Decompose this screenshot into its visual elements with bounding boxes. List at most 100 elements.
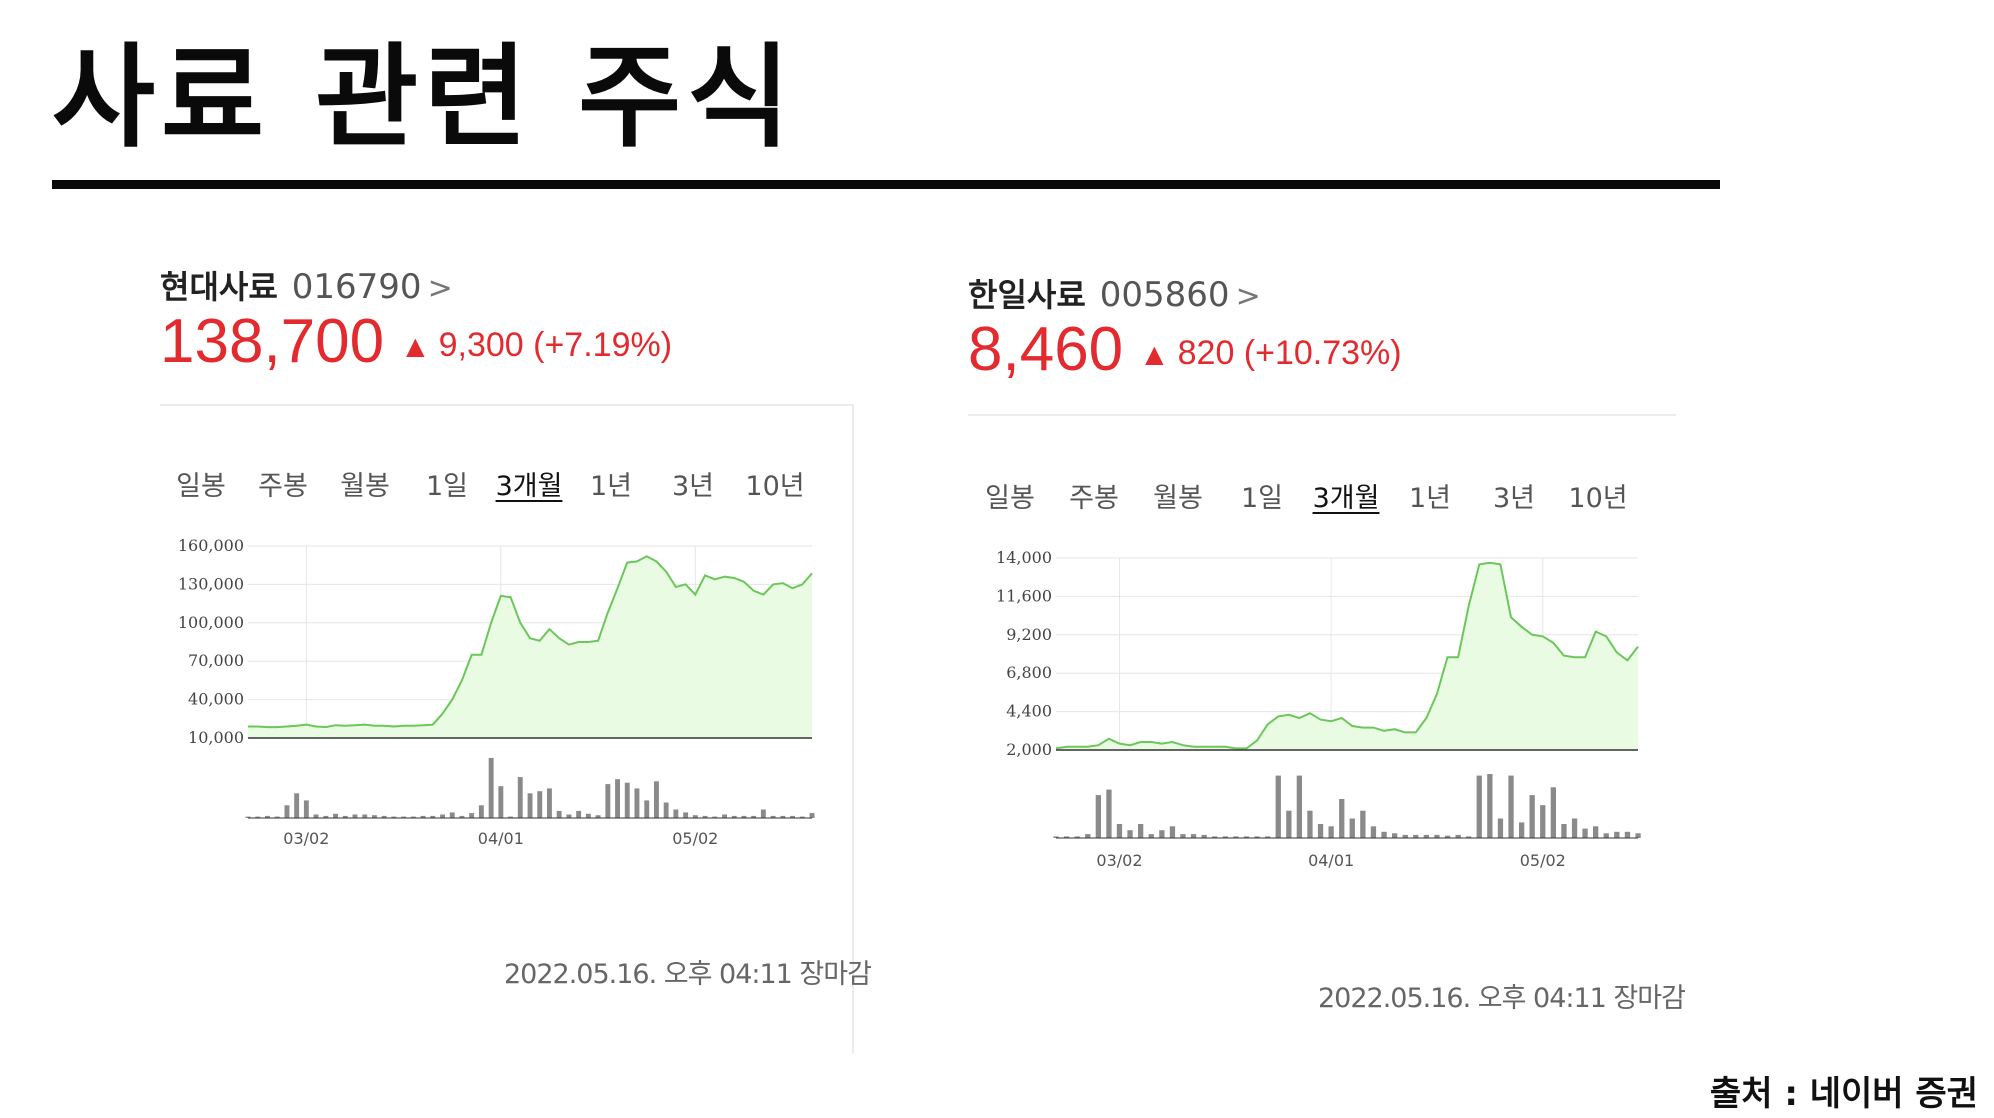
tab-3month[interactable]: 3개월 (1312, 483, 1380, 514)
y-tick-label: 2,000 (1006, 740, 1052, 759)
tab-1day[interactable]: 1일 (1240, 483, 1284, 514)
volume-bar (712, 816, 718, 818)
y-tick-label: 9,200 (1006, 625, 1052, 644)
volume-bar (1138, 824, 1144, 838)
volume-bar (751, 815, 757, 818)
volume-bar (1561, 824, 1567, 838)
volume-bar (1275, 775, 1281, 838)
y-tick-label: 4,400 (1006, 702, 1052, 721)
volume-bar (1603, 833, 1609, 838)
stock-chart-hyundai[interactable]: 10,000 40,000 70,000 100,000 130,000 160,000 0… (160, 526, 820, 886)
x-tick-label: 05/02 (1520, 851, 1566, 870)
volume-bar (1169, 826, 1176, 838)
volume-bar (595, 815, 601, 818)
volume-bar (430, 815, 436, 818)
up-triangle-icon: ▲ (1145, 340, 1164, 368)
tab-10year[interactable]: 10년 (745, 471, 805, 502)
volume-bar (274, 816, 280, 818)
market-close-timestamp: 2022.05.16. 오후 04:11 장마감 (1318, 983, 1686, 1014)
volume-bar (1180, 834, 1186, 838)
tab-monthly[interactable]: 월봉 (1153, 483, 1203, 514)
price-area (248, 556, 812, 738)
volume-bar (760, 809, 766, 818)
panel-divider (968, 414, 1676, 416)
volume-bar (1381, 831, 1387, 838)
volume-bar (1370, 826, 1377, 838)
volume-bar (1487, 774, 1493, 838)
volume-bar (1265, 836, 1271, 838)
tab-weekly[interactable]: 주봉 (1069, 483, 1119, 514)
volume-bar (352, 814, 358, 818)
volume-bar (585, 813, 591, 818)
tab-daily[interactable]: 일봉 (985, 483, 1035, 514)
volume-bar (731, 815, 737, 818)
tab-daily[interactable]: 일봉 (176, 471, 226, 502)
volume-bar (1466, 836, 1472, 838)
tab-1year[interactable]: 1년 (1408, 483, 1452, 514)
volume-bar (372, 815, 377, 818)
price-change: 820 (+10.73%) (1177, 334, 1402, 372)
tab-weekly[interactable]: 주봉 (258, 471, 308, 502)
volume-bar (722, 814, 727, 818)
stock-code[interactable]: 016790 (291, 267, 422, 307)
stock-price: 138,700 (160, 307, 385, 376)
volume-bar (1085, 834, 1091, 838)
source-credit: 출처 : 네이버 증권 (1709, 1074, 1978, 1114)
volume-bar (1116, 824, 1123, 838)
volume-bar (265, 815, 270, 818)
chevron-right-icon[interactable]: > (427, 271, 453, 306)
volume-bar (1571, 818, 1578, 838)
volume-bar (692, 815, 698, 818)
volume-bar (333, 813, 338, 818)
tab-3year[interactable]: 3년 (671, 471, 715, 502)
stock-code[interactable]: 005860 (1099, 275, 1230, 315)
volume-bar (1529, 795, 1535, 838)
chevron-right-icon[interactable]: > (1235, 279, 1261, 314)
volume-bar (605, 784, 611, 818)
volume-bar (1074, 836, 1080, 838)
price-change: 9,300 (+7.19%) (438, 326, 673, 364)
volume-bar (1360, 810, 1366, 838)
y-tick-label: 10,000 (188, 728, 244, 747)
volume-bar (1159, 830, 1165, 838)
volume-bar (1339, 799, 1345, 838)
volume-bar (517, 777, 523, 818)
volume-bar (644, 800, 650, 818)
volume-bar (1402, 834, 1408, 838)
stock-price: 8,460 (968, 315, 1124, 384)
volume-bar (1222, 836, 1228, 838)
y-tick-label: 14,000 (996, 548, 1052, 567)
tab-10year[interactable]: 10년 (1568, 483, 1628, 514)
volume-bar (780, 815, 786, 818)
price-line (248, 555, 813, 729)
up-triangle-icon: ▲ (406, 332, 425, 360)
stock-name[interactable]: 현대사료 (160, 268, 278, 306)
tab-monthly[interactable]: 월봉 (340, 471, 390, 502)
volume-bar (790, 815, 795, 818)
volume-bar (420, 815, 426, 818)
volume-bar (654, 781, 659, 818)
x-tick-label: 03/02 (283, 829, 329, 848)
tab-1day[interactable]: 1일 (425, 471, 469, 502)
volume-bar (1106, 789, 1112, 838)
tab-3year[interactable]: 3년 (1492, 483, 1536, 514)
stock-chart-hanil[interactable]: 2,000 4,400 6,800 9,200 11,600 14,000 03/02 04/… (968, 538, 1648, 908)
volume-bar (508, 816, 513, 818)
tab-3month[interactable]: 3개월 (495, 471, 563, 502)
y-tick-label: 130,000 (178, 574, 244, 593)
volume-bar (1635, 833, 1641, 838)
volume-bar (459, 815, 465, 818)
volume-bar (323, 815, 329, 818)
page-title: 사료 관련 주식 (52, 33, 797, 163)
volume-bar (1053, 836, 1059, 838)
panel-divider (160, 404, 852, 406)
title-underline (52, 180, 1720, 189)
stock-name[interactable]: 한일사료 (968, 276, 1086, 314)
volume-bar (1508, 775, 1514, 838)
tab-1year[interactable]: 1년 (589, 471, 633, 502)
volume-bar (1254, 836, 1260, 838)
volume-bar (1434, 834, 1440, 838)
volume-bar (469, 813, 475, 818)
volume-bar (809, 813, 815, 818)
y-tick-label: 70,000 (188, 651, 244, 670)
